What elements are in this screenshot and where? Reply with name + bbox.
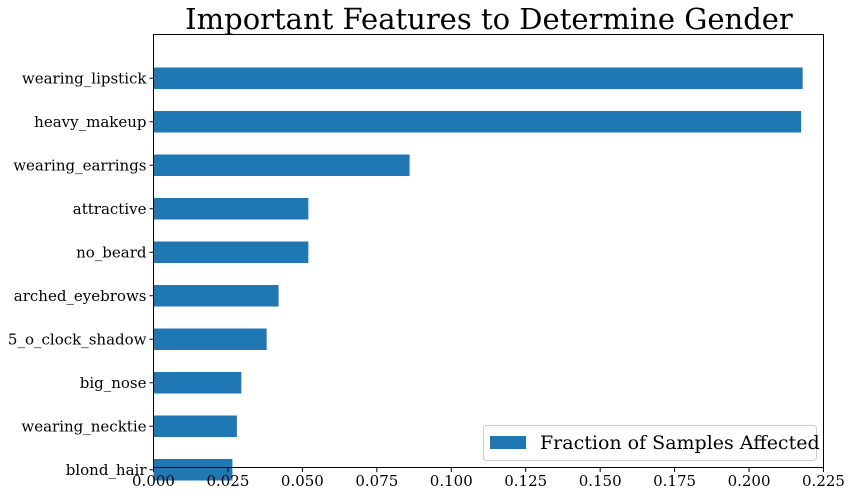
y-tick-label: no_beard [76, 243, 147, 261]
bar-big-nose [153, 372, 242, 394]
x-tick-label: 0.150 [579, 472, 622, 490]
y-tick-label: wearing_earrings [13, 156, 146, 174]
x-tick-label: 0.225 [802, 472, 845, 490]
legend-box [483, 425, 817, 461]
plot-frame [153, 34, 824, 468]
bar-attractive [153, 198, 309, 220]
bars-layer [153, 67, 803, 481]
chart-title: Important Features to Determine Gender [185, 2, 793, 36]
x-tick-label: 0.175 [653, 472, 696, 490]
bar-wearing-lipstick [153, 67, 803, 89]
y-tick-label: big_nose [80, 374, 147, 392]
y-tick-label: blond_hair [66, 461, 148, 479]
legend: Fraction of Samples Affected [483, 425, 820, 461]
y-tick-label: attractive [73, 200, 147, 218]
bar-no-beard [153, 241, 309, 263]
bar-arched-eyebrows [153, 285, 279, 307]
x-tick-label: 0.100 [430, 472, 473, 490]
bar-wearing-necktie [153, 415, 237, 437]
x-tick-label: 0.050 [281, 472, 324, 490]
bar-blond-hair [153, 459, 233, 481]
x-axis: 0.000 0.025 0.050 0.075 0.100 0.125 0.150 0.175… [132, 468, 845, 490]
bar-wearing-earrings [153, 154, 410, 176]
legend-swatch [490, 436, 526, 449]
y-tick-label: wearing_lipstick [22, 69, 148, 87]
y-tick-label: 5_o_clock_shadow [8, 330, 147, 348]
x-tick-label: 0.125 [504, 472, 547, 490]
x-tick-label: 0.025 [206, 472, 249, 490]
bar-5-o-clock-shadow [153, 328, 267, 350]
bar-heavy-makeup [153, 111, 802, 133]
legend-label: Fraction of Samples Affected [540, 432, 820, 454]
y-axis: wearing_lipstick heavy_makeup wearing_earr… [8, 69, 154, 479]
x-tick-label: 0.000 [132, 472, 175, 490]
y-tick-label: arched_eyebrows [14, 287, 147, 305]
y-tick-label: wearing_necktie [21, 417, 146, 435]
y-tick-label: heavy_makeup [34, 113, 146, 131]
x-tick-label: 0.200 [728, 472, 771, 490]
x-tick-label: 0.075 [355, 472, 398, 490]
